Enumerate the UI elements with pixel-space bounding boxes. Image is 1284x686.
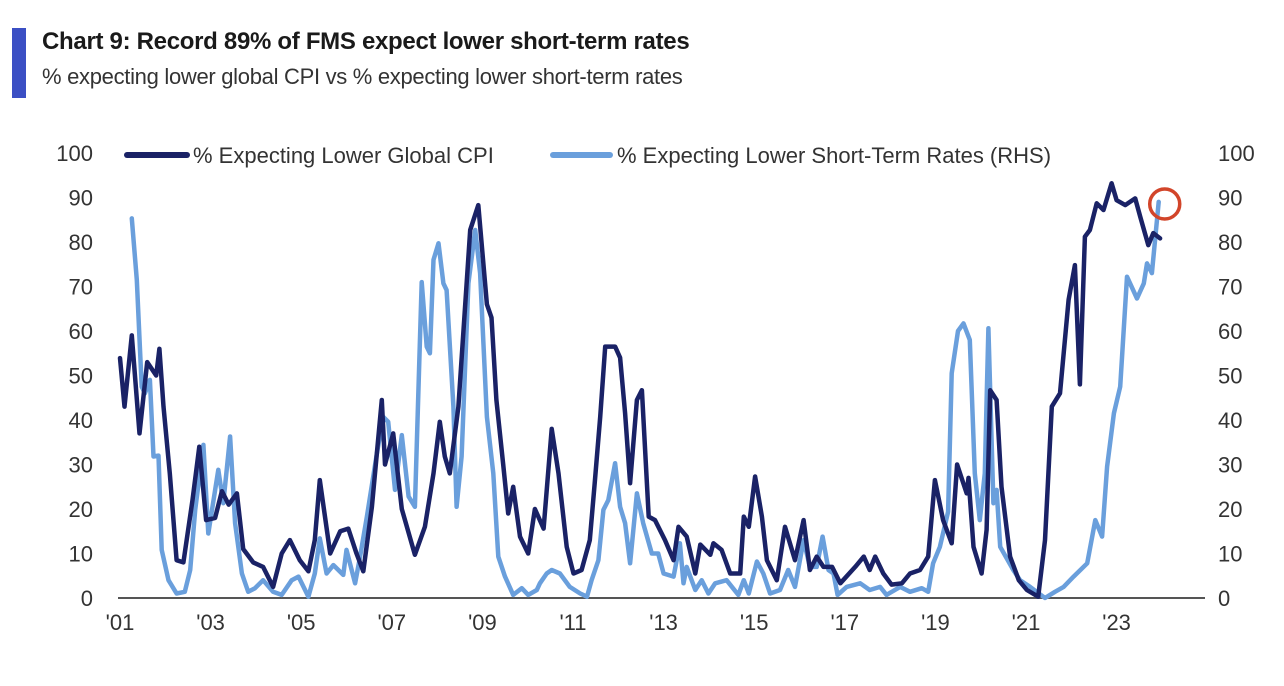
left-y-tick-label: 90 [69, 186, 93, 211]
x-tick-label: '09 [468, 610, 497, 635]
x-tick-label: '07 [377, 610, 406, 635]
x-tick-label: '19 [921, 610, 950, 635]
left-y-tick-label: 0 [81, 586, 93, 611]
x-tick-label: '05 [287, 610, 316, 635]
annotation [1147, 187, 1182, 221]
left-y-tick-label: 70 [69, 275, 93, 300]
right-y-tick-label: 70 [1218, 275, 1242, 300]
legend: % Expecting Lower Global CPI % Expecting… [124, 143, 1051, 168]
right-y-axis: 0 10 20 30 40 50 60 70 80 90 100 [1218, 141, 1255, 611]
x-tick-label: '01 [106, 610, 135, 635]
x-tick-label: '13 [649, 610, 678, 635]
chart-subtitle: % expecting lower global CPI vs % expect… [42, 64, 683, 89]
right-y-tick-label: 80 [1218, 230, 1242, 255]
left-y-tick-label: 30 [69, 453, 93, 478]
x-tick-label: '17 [830, 610, 859, 635]
right-y-tick-label: 50 [1218, 364, 1242, 389]
left-y-tick-label: 80 [69, 230, 93, 255]
left-y-tick-label: 10 [69, 542, 93, 567]
right-y-tick-label: 60 [1218, 319, 1242, 344]
x-tick-label: '11 [559, 610, 586, 635]
left-y-tick-label: 50 [69, 364, 93, 389]
right-y-tick-label: 40 [1218, 408, 1242, 433]
chart-title: Chart 9: Record 89% of FMS expect lower … [42, 28, 690, 55]
x-axis: '01 '03 '05 '07 '09 '11 '13 '15 '17 '19 '21 '23 [106, 597, 1205, 635]
left-y-tick-label: 40 [69, 408, 93, 433]
x-tick-label: '23 [1102, 610, 1131, 635]
left-y-axis: 0 10 20 30 40 50 60 70 80 90 100 [56, 141, 93, 611]
left-y-tick-label: 100 [56, 141, 93, 166]
title-accent-bar [12, 28, 26, 98]
legend-label-rates: % Expecting Lower Short-Term Rates (RHS) [617, 143, 1051, 168]
x-tick-label: '15 [740, 610, 769, 635]
series-line-rates [129, 199, 1161, 601]
left-y-tick-label: 20 [69, 497, 93, 522]
left-y-tick-label: 60 [69, 319, 93, 344]
right-y-tick-label: 100 [1218, 141, 1255, 166]
right-y-tick-label: 30 [1218, 453, 1242, 478]
x-tick-label: '21 [1012, 610, 1041, 635]
right-y-tick-label: 20 [1218, 497, 1242, 522]
right-y-tick-label: 10 [1218, 542, 1242, 567]
highlight-circle [1147, 187, 1182, 221]
series-line-cpi [117, 181, 1163, 599]
series-lines [117, 181, 1163, 601]
right-y-tick-label: 0 [1218, 586, 1230, 611]
right-y-tick-label: 90 [1218, 186, 1242, 211]
x-tick-label: '03 [196, 610, 225, 635]
legend-label-cpi: % Expecting Lower Global CPI [193, 143, 494, 168]
